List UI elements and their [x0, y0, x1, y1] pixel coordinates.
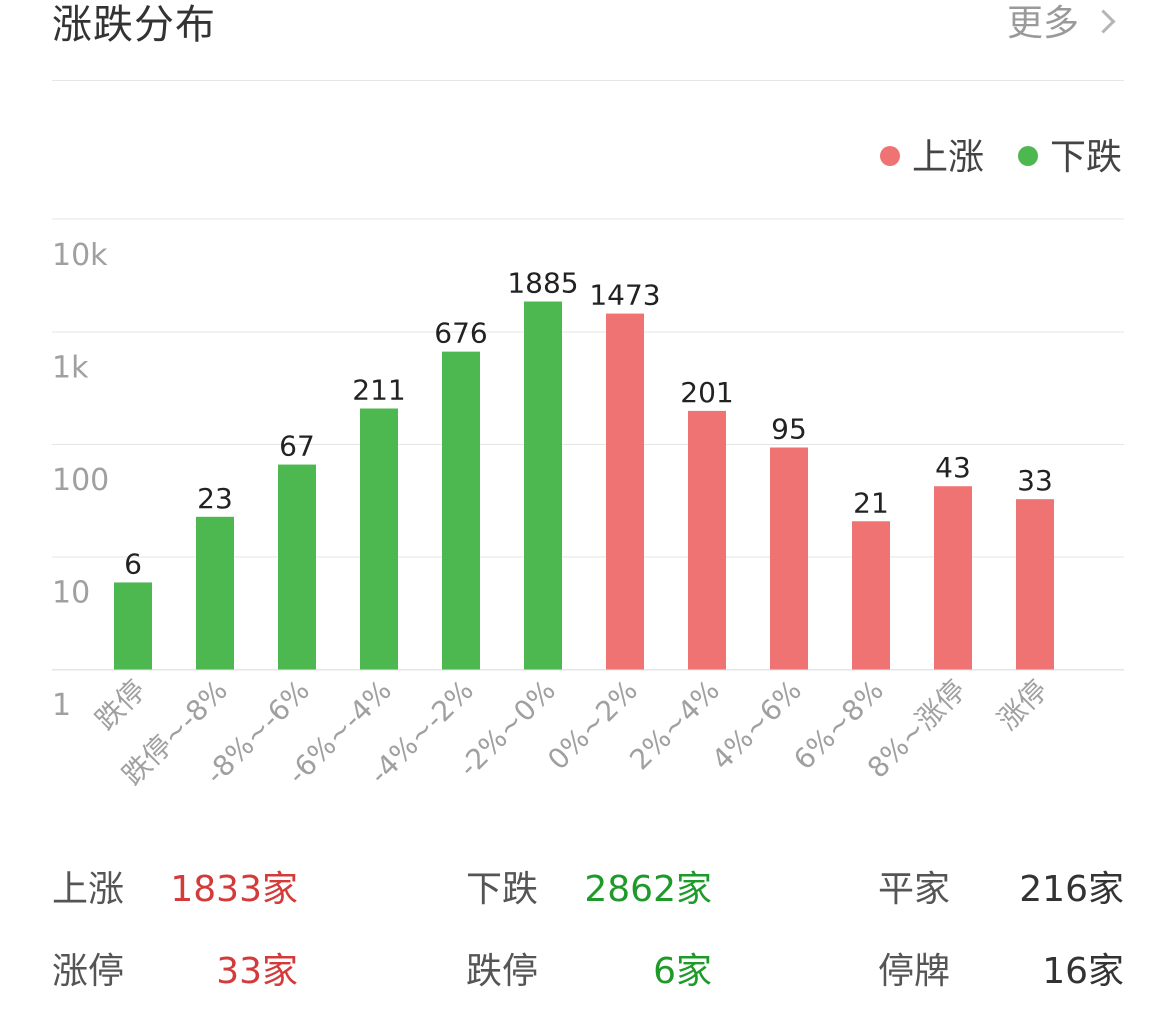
- bar-9: [852, 521, 890, 670]
- x-tick-label: 2%~4%: [623, 674, 726, 777]
- bar-2: [278, 464, 316, 670]
- chart-legend: 上涨 下跌: [880, 137, 1122, 178]
- bar-value-label: 43: [935, 451, 971, 484]
- bar-value-label: 1885: [507, 267, 578, 300]
- card-title: 涨跌分布: [52, 2, 216, 48]
- bar-value-label: 1473: [589, 279, 660, 312]
- bar-value-label: 33: [1017, 464, 1053, 497]
- stat-up-count: 上涨 1833家: [52, 860, 298, 920]
- bar-value-label: 211: [352, 374, 405, 407]
- x-tick-label: 4%~6%: [705, 674, 808, 777]
- stat-label: 跌停: [466, 951, 539, 992]
- bar-value-label: 676: [434, 317, 487, 350]
- bar-value-label: 6: [124, 547, 142, 580]
- y-tick-label: 10k: [52, 238, 108, 273]
- stat-value: 2862家: [584, 869, 712, 910]
- y-tick-label: 1: [52, 688, 71, 723]
- stats-panel: 上涨 1833家 下跌 2862家 平家 216家 涨停 33家 跌停 6家 停…: [52, 860, 1124, 1024]
- stat-value: 216家: [1019, 869, 1124, 910]
- legend-label-0: 上涨: [912, 137, 984, 178]
- bar-1: [196, 516, 234, 670]
- bar-value-label: 21: [853, 486, 889, 519]
- stat-limit-down-count: 跌停 6家: [466, 942, 712, 1002]
- bar-0: [114, 582, 152, 670]
- bar-value-label: 67: [279, 430, 315, 463]
- legend-marker-1: [1018, 146, 1038, 166]
- more-button[interactable]: 更多: [1007, 0, 1120, 46]
- chevron-right-icon: [1091, 8, 1116, 34]
- bar-3: [360, 408, 398, 670]
- y-tick-label: 1k: [52, 351, 89, 386]
- stats-row-2: 涨停 33家 跌停 6家 停牌 16家: [52, 942, 1124, 1024]
- stat-suspended-count: 停牌 16家: [878, 942, 1124, 1002]
- bar-11: [1016, 499, 1054, 670]
- bar-value-label: 201: [680, 376, 733, 409]
- stat-value: 6家: [653, 951, 712, 992]
- y-tick-label: 10: [52, 576, 90, 611]
- bar-10: [934, 486, 972, 670]
- chart-bars: 6 23 67 211 676 1885 1473 201 95 21 43 33: [52, 267, 1124, 671]
- stat-value: 33家: [216, 951, 298, 992]
- bar-6: [606, 313, 644, 670]
- distribution-chart: 上涨 下跌 10k 1k 100 10 1 6 23 67 211 676 1885 1473 201 9…: [52, 137, 1124, 792]
- stat-label: 停牌: [878, 951, 951, 992]
- stat-value: 1833家: [170, 869, 298, 910]
- more-label: 更多: [1006, 3, 1079, 44]
- bar-value-label: 23: [197, 482, 233, 515]
- stats-row-1: 上涨 1833家 下跌 2862家 平家 216家: [52, 860, 1124, 942]
- bar-value-label: 95: [771, 413, 807, 446]
- bar-7: [688, 410, 726, 670]
- stat-label: 下跌: [466, 869, 539, 910]
- x-tick-label: 跌停: [89, 674, 152, 737]
- x-tick-label: 涨停: [991, 674, 1054, 737]
- y-tick-label: 100: [52, 463, 109, 498]
- x-tick-label: 0%~2%: [541, 674, 644, 777]
- stat-limit-up-count: 涨停 33家: [52, 942, 298, 1002]
- stat-label: 涨停: [52, 951, 125, 992]
- legend-label-1: 下跌: [1050, 137, 1122, 178]
- card-header: 涨跌分布 更多: [52, 0, 1124, 81]
- stat-flat-count: 平家 216家: [878, 860, 1124, 920]
- stat-value: 16家: [1042, 951, 1124, 992]
- stat-label: 上涨: [52, 869, 125, 910]
- stat-down-count: 下跌 2862家: [466, 860, 712, 920]
- legend-marker-0: [880, 146, 900, 166]
- bar-5: [524, 301, 562, 670]
- chart-x-labels: 跌停跌停~-8%-8%~-6%-6%~-4%-4%~-2%-2%~0%0%~2%…: [89, 674, 1054, 792]
- bar-4: [442, 351, 480, 670]
- stat-label: 平家: [878, 869, 951, 910]
- bar-8: [770, 447, 808, 670]
